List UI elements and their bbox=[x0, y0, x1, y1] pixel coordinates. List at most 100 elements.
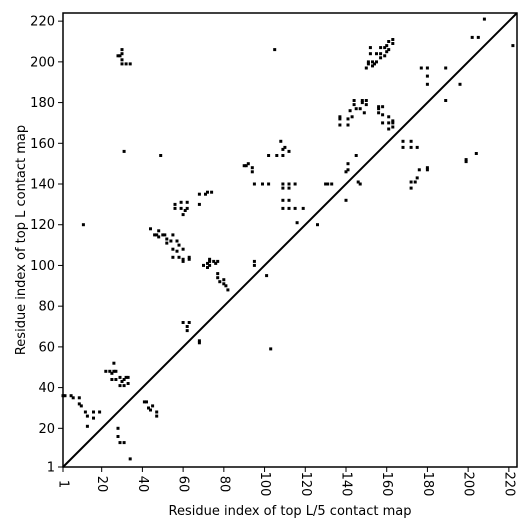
contact-point bbox=[149, 227, 152, 230]
contact-point bbox=[355, 107, 358, 110]
contact-point bbox=[198, 203, 201, 206]
contact-point bbox=[294, 207, 297, 210]
contact-point bbox=[365, 67, 368, 70]
contact-point bbox=[387, 128, 390, 131]
contact-point bbox=[127, 376, 130, 379]
x-tick-label: 40 bbox=[135, 476, 150, 493]
contact-point bbox=[98, 411, 101, 414]
contact-point bbox=[281, 207, 284, 210]
contact-point bbox=[265, 274, 268, 277]
contact-point bbox=[381, 105, 384, 108]
contact-point bbox=[210, 191, 213, 194]
contact-point bbox=[281, 187, 284, 190]
y-tick-label: 40 bbox=[38, 381, 55, 396]
contact-point bbox=[359, 183, 362, 186]
contact-point bbox=[145, 400, 148, 403]
contact-point bbox=[188, 321, 191, 324]
contact-point bbox=[288, 183, 291, 186]
contact-point bbox=[188, 258, 191, 261]
y-tick-label: 140 bbox=[30, 178, 55, 193]
contact-point bbox=[78, 396, 81, 399]
x-axis-ticks: 1 20 40 60 80 100 120 140 160 180 200 220 bbox=[56, 467, 517, 496]
contact-point bbox=[347, 117, 350, 120]
contact-point bbox=[281, 183, 284, 186]
contact-point bbox=[253, 183, 256, 186]
contact-point bbox=[426, 168, 429, 171]
contact-point bbox=[151, 404, 154, 407]
contact-point bbox=[174, 207, 177, 210]
contact-point bbox=[174, 203, 177, 206]
contact-point bbox=[391, 121, 394, 124]
contact-point bbox=[123, 441, 126, 444]
x-tick-label: 140 bbox=[338, 472, 353, 497]
contact-point bbox=[283, 146, 286, 149]
contact-point bbox=[121, 62, 124, 65]
contact-point bbox=[110, 378, 113, 381]
contact-point bbox=[171, 233, 174, 236]
contact-point bbox=[119, 376, 122, 379]
contact-point bbox=[261, 183, 264, 186]
contact-point bbox=[377, 107, 380, 110]
y-tick-label: 220 bbox=[30, 15, 55, 30]
contact-point bbox=[483, 18, 486, 21]
x-tick-label: 60 bbox=[176, 476, 191, 493]
contact-point bbox=[218, 280, 221, 283]
contact-point bbox=[444, 67, 447, 70]
contact-point bbox=[182, 213, 185, 216]
contact-point bbox=[182, 321, 185, 324]
contact-point bbox=[375, 52, 378, 55]
contact-point bbox=[182, 248, 185, 251]
x-tick-label: 160 bbox=[379, 472, 394, 497]
x-axis-label: Residue index of top L/5 contact map bbox=[169, 504, 412, 519]
contact-point bbox=[381, 113, 384, 116]
y-tick-label: 200 bbox=[30, 55, 55, 70]
contact-point bbox=[206, 191, 209, 194]
contact-point bbox=[426, 67, 429, 70]
contact-point bbox=[361, 99, 364, 102]
contact-point bbox=[186, 329, 189, 332]
contact-point bbox=[198, 341, 201, 344]
contact-point bbox=[222, 278, 225, 281]
contact-point bbox=[377, 111, 380, 114]
contact-point bbox=[391, 38, 394, 41]
contact-point bbox=[281, 154, 284, 157]
contact-point bbox=[381, 121, 384, 124]
contact-point bbox=[226, 288, 229, 291]
y-tick-label: 120 bbox=[30, 218, 55, 233]
contact-point bbox=[347, 162, 350, 165]
contact-point bbox=[224, 284, 227, 287]
contact-point bbox=[267, 154, 270, 157]
contact-point bbox=[418, 168, 421, 171]
y-tick-label: 100 bbox=[30, 259, 55, 274]
contact-point bbox=[121, 48, 124, 51]
contact-point bbox=[82, 223, 85, 226]
contact-point bbox=[86, 425, 89, 428]
contact-point bbox=[178, 244, 181, 247]
contact-point bbox=[180, 201, 183, 204]
contact-point bbox=[279, 140, 282, 143]
contact-point bbox=[375, 60, 378, 63]
contact-point bbox=[129, 62, 132, 65]
contact-point bbox=[176, 250, 179, 253]
contact-point bbox=[365, 99, 368, 102]
contact-point bbox=[129, 457, 132, 460]
contact-point bbox=[387, 40, 390, 43]
contact-point bbox=[338, 117, 341, 120]
contact-point bbox=[416, 176, 419, 179]
contact-point bbox=[288, 187, 291, 190]
contact-point bbox=[80, 404, 83, 407]
contact-point bbox=[471, 36, 474, 39]
contact-point bbox=[186, 201, 189, 204]
contact-point bbox=[363, 111, 366, 114]
contact-point bbox=[410, 181, 413, 184]
contact-point bbox=[155, 411, 158, 414]
contact-point bbox=[216, 260, 219, 263]
contact-point bbox=[391, 42, 394, 45]
contact-point bbox=[367, 62, 370, 65]
contact-point bbox=[355, 154, 358, 157]
contact-point bbox=[202, 264, 205, 267]
contact-point bbox=[349, 109, 352, 112]
contact-point bbox=[414, 181, 417, 184]
contact-point bbox=[416, 146, 419, 149]
contact-point bbox=[123, 384, 126, 387]
